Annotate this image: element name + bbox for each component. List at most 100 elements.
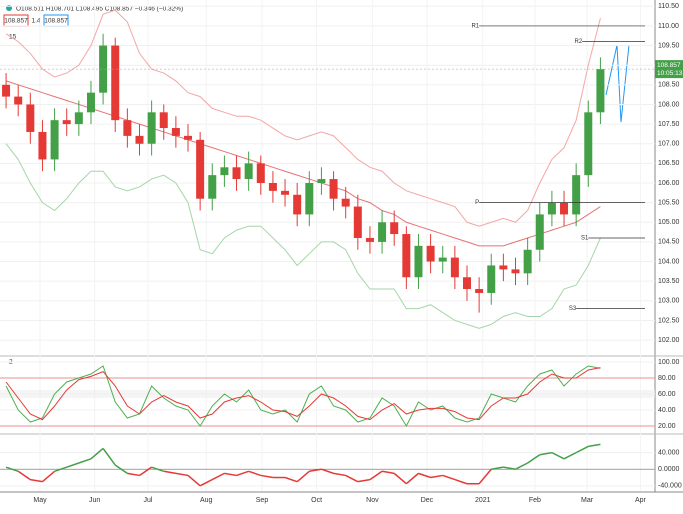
x-tick-label: Feb	[529, 497, 541, 504]
candle-body	[438, 257, 447, 262]
momentum-segment	[418, 472, 431, 479]
x-tick-label: May	[33, 497, 47, 504]
y-tick-label: 104.50	[658, 239, 680, 246]
candle-body	[547, 202, 556, 215]
candle-body	[475, 289, 484, 293]
candle-body	[402, 234, 411, 278]
y-tick-label: 102.50	[658, 317, 680, 324]
momentum-segment	[248, 470, 262, 477]
momentum-segment	[515, 462, 528, 470]
candle-body	[341, 198, 350, 207]
x-tick-label: Jul	[144, 497, 153, 504]
osc-line	[5, 365, 601, 428]
momentum-segment	[260, 474, 274, 479]
candle-body	[50, 120, 59, 160]
step-text: 1.4	[31, 18, 40, 25]
momentum-segment	[369, 470, 383, 481]
candle-body	[535, 214, 544, 250]
momentum-segment	[151, 466, 164, 473]
momentum-segment	[575, 445, 589, 454]
y-tick-label: 109.50	[658, 42, 680, 49]
candle-body	[62, 120, 71, 125]
y-tick-label: 106.50	[658, 160, 680, 167]
pivot-label: S3	[569, 306, 577, 312]
momentum-segment	[357, 478, 371, 483]
momentum-segment	[90, 447, 104, 460]
x-tick-label: Oct	[311, 497, 322, 504]
candle-body	[99, 45, 108, 93]
candle-body	[147, 112, 156, 144]
candle-body	[184, 135, 193, 140]
pivot-label: R1	[471, 23, 479, 29]
candle-body	[86, 92, 95, 113]
candle-body	[596, 69, 605, 113]
momentum-segment	[187, 474, 201, 487]
y-tick-label: 80.00	[658, 375, 676, 382]
momentum-segment	[78, 458, 92, 464]
x-tick-label: 2021	[475, 497, 491, 504]
x-tick-label: Jun	[89, 497, 100, 504]
momentum-segment	[442, 474, 456, 481]
momentum-segment	[345, 474, 359, 483]
candle-body	[208, 175, 217, 199]
momentum-segment	[527, 454, 541, 464]
candle-body	[329, 179, 338, 199]
momentum-segment	[503, 466, 516, 470]
candle-body	[26, 104, 35, 132]
candle-body	[572, 175, 581, 215]
candle-body	[123, 120, 132, 136]
y-tick-label: 60.00	[658, 391, 676, 398]
candle-body	[135, 135, 144, 144]
candle-body	[2, 84, 11, 97]
candle-body	[499, 265, 508, 270]
momentum-segment	[333, 472, 346, 477]
x-tick-label: Dec	[421, 497, 434, 504]
candle-body	[256, 163, 265, 183]
momentum-segment	[430, 474, 443, 479]
momentum-segment	[102, 448, 116, 466]
y-tick-label: 103.50	[658, 278, 680, 285]
y-tick-label: 40.00	[658, 407, 676, 414]
momentum-segment	[551, 451, 565, 460]
projection-path	[605, 44, 630, 123]
price-box-text: 108.857	[44, 18, 68, 25]
y-tick-label: 110.50	[658, 3, 679, 10]
countdown-text: 10:05:13	[657, 70, 683, 77]
momentum-segment	[175, 472, 189, 477]
candle-body	[268, 182, 277, 191]
momentum-segment	[284, 476, 298, 483]
y-tick-label: 106.00	[658, 180, 680, 187]
candle-body	[232, 167, 241, 180]
candle-body	[523, 249, 532, 274]
y-tick-label: 102.00	[658, 337, 680, 344]
momentum-segment	[41, 470, 56, 483]
y-tick-label: 108.00	[658, 101, 680, 108]
candle-body	[171, 128, 180, 136]
pane-label: 15	[9, 34, 17, 41]
x-tick-label: Sep	[256, 497, 269, 504]
candle-body	[14, 96, 23, 105]
y-tick-label: 105.00	[658, 219, 680, 226]
momentum-segment	[199, 478, 213, 487]
y-tick-label: 108.50	[658, 82, 680, 89]
momentum-segment	[393, 472, 407, 485]
price-box-text: 108.857	[4, 18, 28, 25]
candle-body	[414, 245, 423, 278]
candle-body	[281, 190, 290, 195]
candle-body	[220, 167, 229, 176]
momentum-segment	[405, 472, 419, 485]
y-tick-label: 110.00	[658, 23, 679, 30]
momentum-segment	[54, 466, 67, 473]
momentum-segment	[224, 472, 237, 477]
candle-body	[159, 112, 168, 129]
candle-body	[293, 194, 302, 215]
y-tick-label: 104.00	[658, 258, 680, 265]
momentum-segment	[321, 468, 334, 475]
y-tick-label: 40.000	[658, 449, 680, 456]
y-tick-label: 103.00	[658, 298, 680, 305]
momentum-segment	[309, 468, 322, 473]
candle-body	[584, 112, 593, 176]
y-tick-label: 20.00	[658, 423, 676, 430]
osc-line	[5, 367, 601, 421]
